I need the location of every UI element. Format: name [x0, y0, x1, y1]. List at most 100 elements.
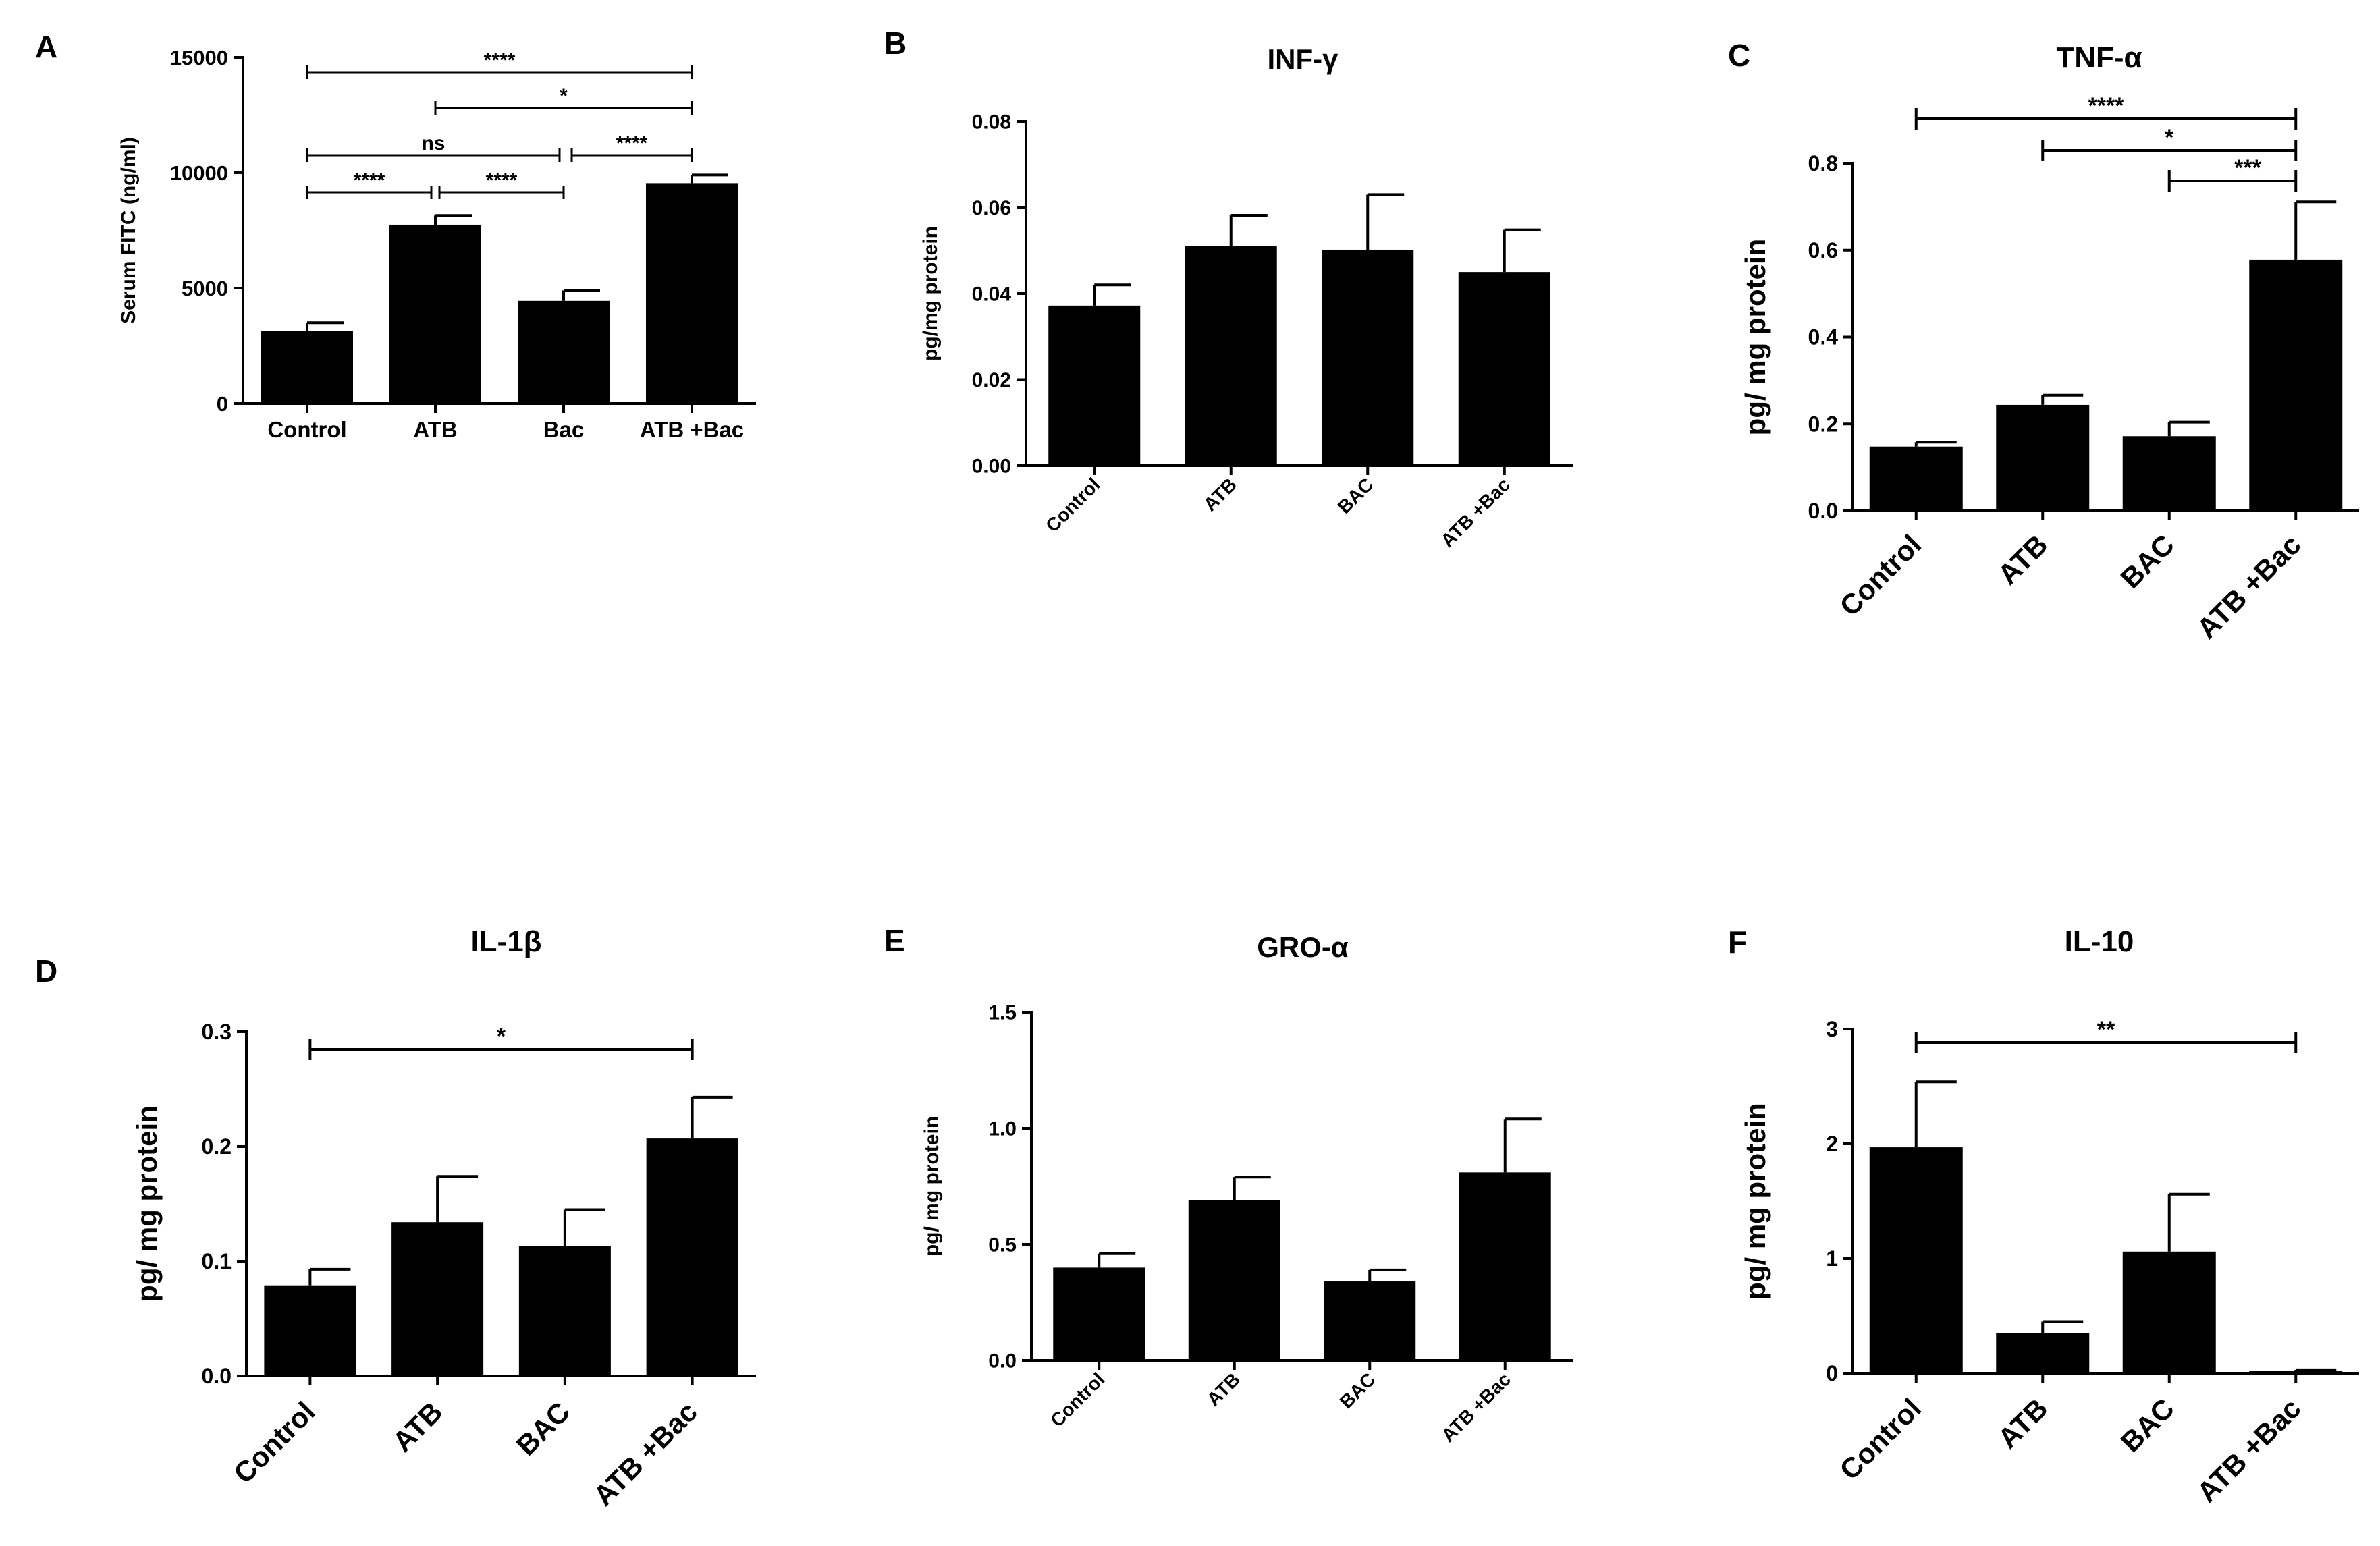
bar	[1324, 1281, 1416, 1360]
significance-label: ****	[486, 169, 518, 192]
bar	[389, 224, 481, 404]
significance-label: ****	[354, 169, 385, 192]
bar	[646, 183, 738, 404]
y-tick-label: 10000	[170, 161, 228, 185]
category-label: BAC	[2115, 528, 2181, 595]
y-tick-label: 1	[1826, 1246, 1838, 1271]
panel-a: A 0 5000 10000 15000 Serum FITC (ng/ml) Contro…	[35, 29, 756, 442]
panel-b: B INF-γ 0.00 0.02 0.04 0.06 0.08 pg/mg protein C…	[884, 26, 1573, 551]
y-tick-label: 0.4	[1808, 325, 1839, 350]
significance-label: ****	[484, 49, 516, 72]
panel-title: IL-1β	[470, 925, 541, 958]
y-tick-label: 0.8	[1808, 151, 1838, 175]
y-tick-label: 0.3	[202, 1020, 232, 1044]
y-tick-label: 0.5	[988, 1234, 1017, 1257]
category-label: ATB +Bac	[1436, 474, 1514, 551]
y-tick-label: 0.0	[1808, 499, 1838, 523]
category-label: ATB	[413, 417, 457, 442]
bar	[646, 1138, 738, 1376]
category-label: BAC	[1336, 1369, 1380, 1412]
bar	[2249, 259, 2343, 511]
category-label: Control	[1046, 1369, 1108, 1431]
y-tick-label: 0.02	[972, 369, 1011, 391]
y-axis-label: pg/ mg protein	[1739, 239, 1771, 436]
panel-letter: F	[1728, 924, 1747, 960]
category-label: ATB +Bac	[1437, 1369, 1515, 1446]
y-tick-label: 1.0	[988, 1118, 1017, 1140]
bar	[1188, 1200, 1280, 1360]
category-label: ATB	[386, 1396, 448, 1458]
y-tick-label: 0	[1826, 1361, 1838, 1385]
bar	[1048, 305, 1141, 466]
y-tick-label: 5000	[182, 277, 228, 300]
bar	[264, 1285, 356, 1376]
bar	[1185, 246, 1277, 466]
y-tick-label: 0.0	[988, 1350, 1017, 1373]
panel-c: C TNF-α 0.0 0.2 0.4 0.6 0.8 pg/ mg protein Contr…	[1728, 38, 2359, 644]
category-label: Control	[267, 417, 346, 442]
significance-label: ns	[421, 132, 445, 155]
y-tick-label: 0.0	[202, 1364, 232, 1388]
category-label: ATB	[1203, 1369, 1244, 1410]
category-label: Bac	[543, 417, 585, 442]
category-label: ATB	[1992, 528, 2054, 590]
bar	[1322, 249, 1414, 466]
y-tick-label: 0.1	[202, 1249, 232, 1273]
y-tick-label: 0.2	[1808, 412, 1838, 436]
significance-label: **	[2097, 1017, 2115, 1043]
significance-label: ****	[616, 132, 648, 155]
y-axis-label: pg/ mg protein	[131, 1105, 163, 1302]
category-label: BAC	[2115, 1392, 2181, 1458]
category-label: BAC	[1334, 474, 1378, 518]
y-tick-label: 2	[1826, 1132, 1838, 1156]
y-axis-label: pg/ mg protein	[921, 1116, 943, 1257]
bar	[261, 331, 353, 404]
y-tick-label: 0.00	[972, 455, 1011, 478]
y-tick-label: 0	[217, 392, 228, 416]
category-label: ATB +Bac	[587, 1396, 703, 1512]
category-label: ATB +Bac	[640, 417, 744, 442]
y-tick-label: 0.08	[972, 111, 1011, 134]
category-label: Control	[1833, 528, 1927, 622]
category-label: Control	[1042, 474, 1104, 536]
y-tick-label: 0.06	[972, 197, 1011, 219]
y-tick-label: 0.04	[972, 283, 1012, 306]
bar	[518, 300, 610, 404]
bar	[1996, 1333, 2090, 1373]
bar	[2122, 1251, 2216, 1373]
significance-label: *	[560, 85, 568, 107]
significance-label: *	[2165, 125, 2174, 150]
bar	[391, 1222, 484, 1376]
bar	[518, 1246, 611, 1376]
panel-title: TNF-α	[2056, 41, 2142, 74]
panel-letter: A	[35, 29, 57, 64]
bar	[2249, 1371, 2343, 1373]
panel-title: GRO-α	[1257, 931, 1349, 963]
y-tick-label: 3	[1826, 1017, 1838, 1041]
bar	[2122, 436, 2216, 511]
category-label: Control	[227, 1396, 321, 1489]
category-label: ATB	[1199, 474, 1241, 515]
significance-label: ****	[2088, 93, 2125, 119]
y-tick-label: 1.5	[988, 1002, 1017, 1024]
panel-d: D IL-1β 0.0 0.1 0.2 0.3 pg/ mg protein Control A…	[35, 925, 756, 1512]
bar	[1996, 404, 2090, 511]
panel-letter: E	[884, 923, 905, 958]
category-label: ATB +Bac	[2190, 528, 2306, 644]
panel-letter: D	[35, 954, 57, 989]
significance-label: *	[497, 1024, 506, 1049]
significance-label: ***	[2234, 155, 2261, 181]
panel-title: IL-10	[2065, 925, 2134, 958]
category-label: BAC	[510, 1396, 576, 1462]
panel-letter: C	[1728, 38, 1750, 73]
panel-e: E GRO-α 0.0 0.5 1.0 1.5 pg/ mg protein Control A…	[884, 923, 1573, 1446]
y-axis-label: Serum FITC (ng/ml)	[117, 137, 140, 324]
bar	[1053, 1267, 1145, 1360]
panel-letter: B	[884, 26, 907, 61]
panel-f: F IL-10 0 1 2 3 pg/ mg protein Control ATB BAC ATB…	[1728, 924, 2359, 1508]
bar	[1869, 446, 1963, 511]
y-axis-label: pg/ mg protein	[1739, 1103, 1771, 1300]
bar	[1459, 1172, 1551, 1360]
category-label: Control	[1833, 1392, 1927, 1486]
